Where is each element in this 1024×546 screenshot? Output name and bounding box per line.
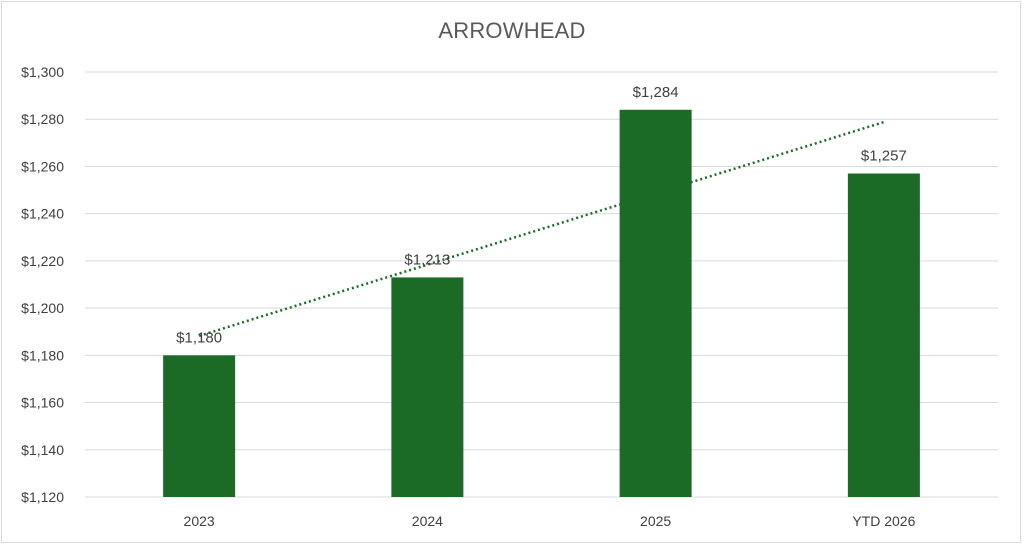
y-tick-label: $1,280 xyxy=(21,111,64,127)
y-tick-label: $1,220 xyxy=(21,253,64,269)
trendline xyxy=(198,120,885,338)
bar xyxy=(847,173,920,497)
y-tick-label: $1,200 xyxy=(21,300,64,316)
data-label: $1,213 xyxy=(404,251,450,268)
y-tick-label: $1,260 xyxy=(21,158,64,174)
x-tick-label: 2025 xyxy=(640,513,671,529)
x-tick-label: YTD 2026 xyxy=(852,513,915,529)
data-label: $1,180 xyxy=(176,329,222,346)
y-tick-label: $1,160 xyxy=(21,395,64,411)
bar xyxy=(391,277,464,497)
data-label: $1,257 xyxy=(861,148,907,165)
data-label: $1,284 xyxy=(633,84,679,101)
y-tick-label: $1,240 xyxy=(21,206,64,222)
y-tick-label: $1,120 xyxy=(21,489,64,505)
x-tick-label: 2024 xyxy=(412,513,443,529)
x-tick-label: 2023 xyxy=(184,513,215,529)
chart-title: ARROWHEAD xyxy=(438,18,586,43)
y-tick-label: $1,140 xyxy=(21,442,64,458)
bar xyxy=(163,355,236,497)
bar xyxy=(619,109,692,498)
y-tick-label: $1,300 xyxy=(21,64,64,80)
y-tick-label: $1,180 xyxy=(21,347,64,363)
